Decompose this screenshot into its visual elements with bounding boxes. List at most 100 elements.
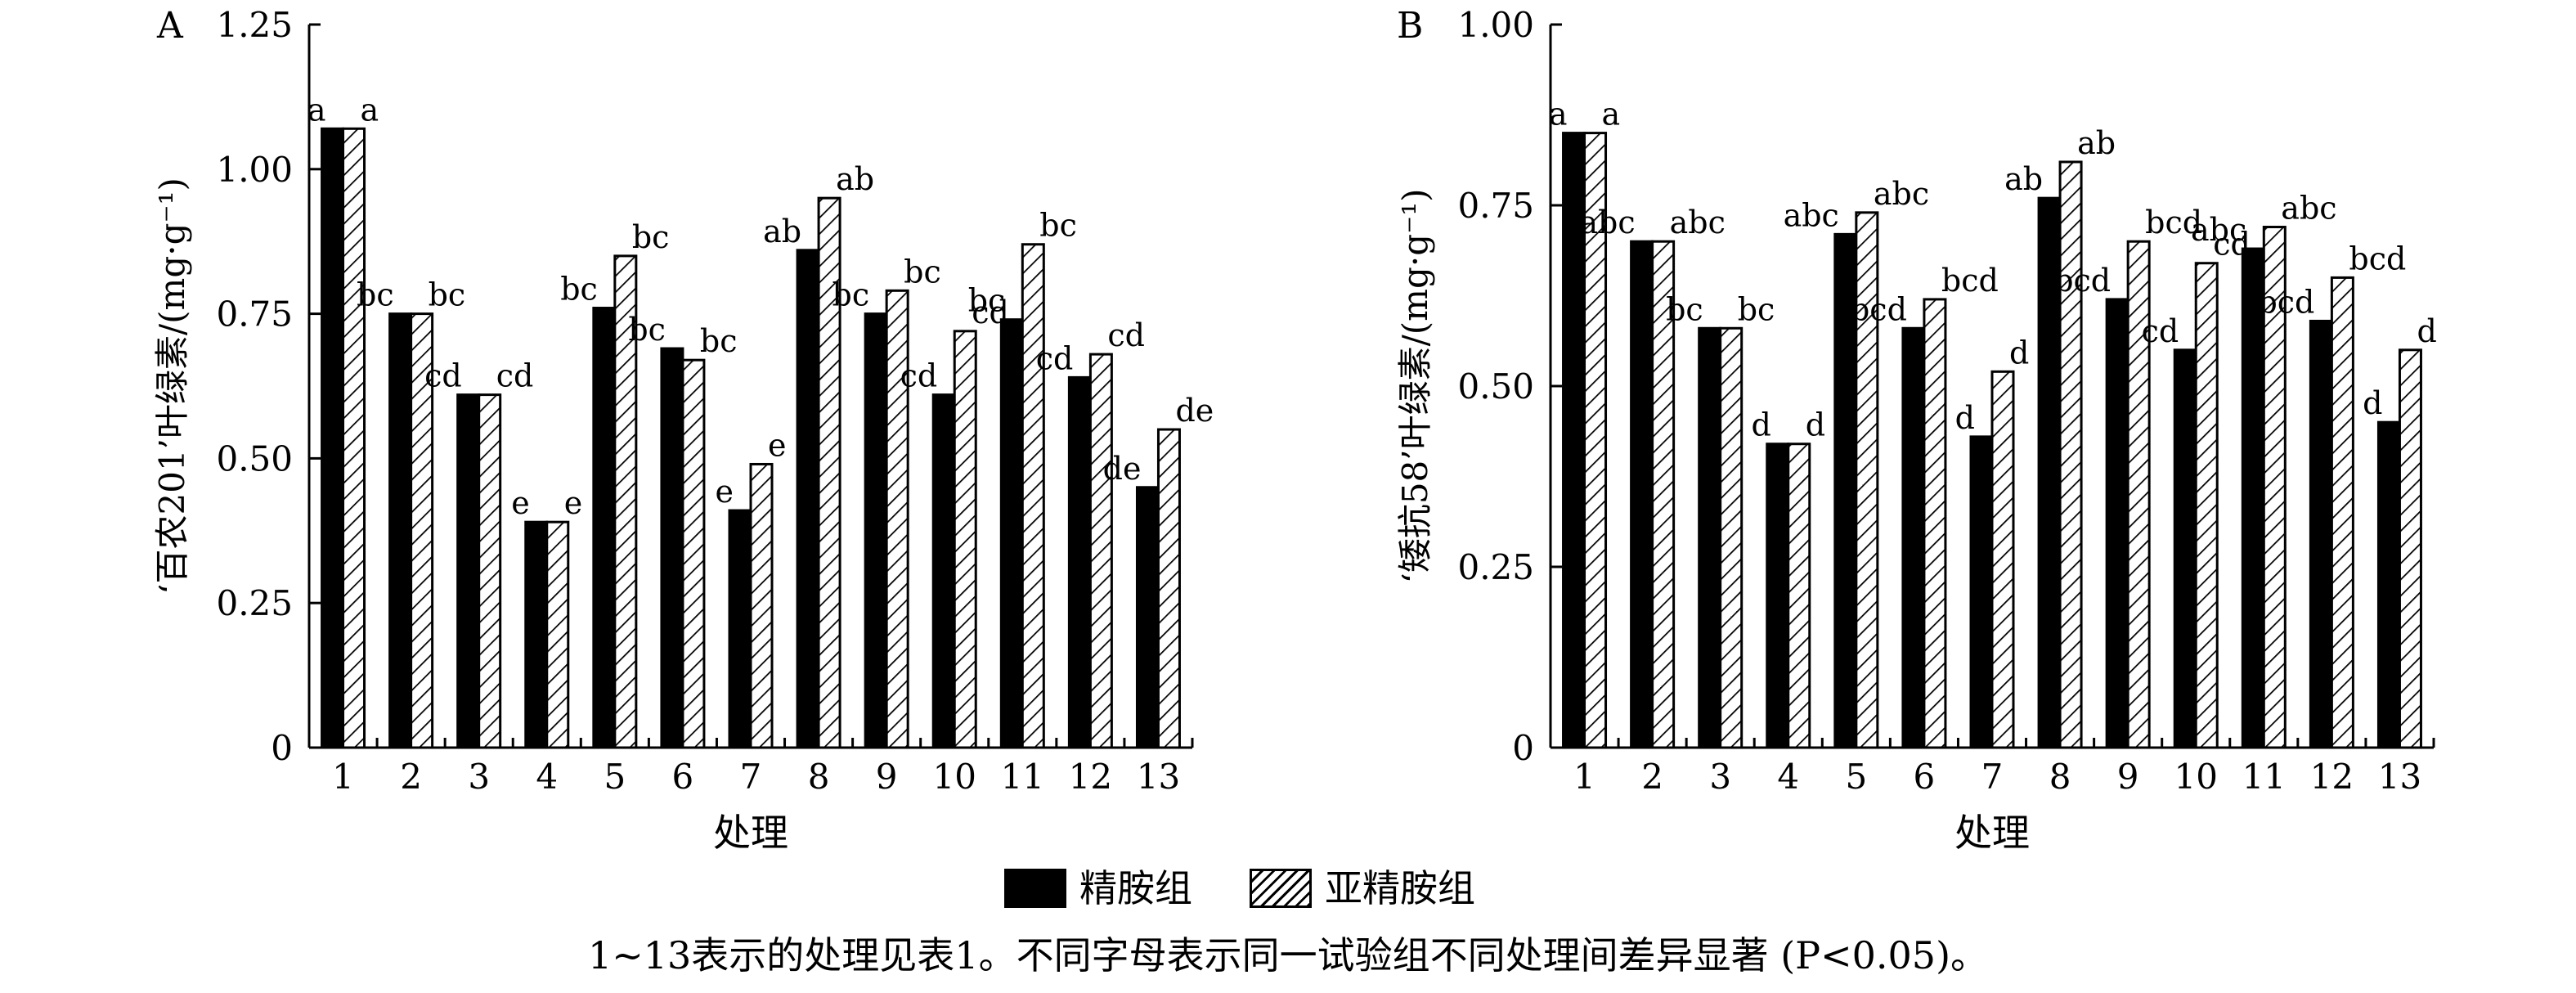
bar-label-spermine: cd bbox=[424, 358, 462, 394]
bar-spermidine bbox=[1583, 132, 1608, 749]
bar-spermine bbox=[660, 347, 684, 749]
x-tick-label: 10 bbox=[933, 757, 976, 797]
legend-swatch-hatched bbox=[1250, 869, 1312, 908]
x-tick-label: 9 bbox=[2117, 757, 2139, 797]
bar-label-spermidine: bc bbox=[429, 277, 466, 313]
x-tick-label: 4 bbox=[536, 757, 558, 797]
bar-label-spermine: a bbox=[1549, 97, 1568, 133]
bar-spermine bbox=[1901, 326, 1926, 749]
x-tick-label: 12 bbox=[1069, 757, 1112, 797]
bar-spermidine bbox=[681, 358, 706, 749]
bar-label-spermidine: ab bbox=[836, 161, 874, 197]
bar-spermidine bbox=[545, 520, 570, 749]
bar-label-spermidine: bcd bbox=[2145, 204, 2202, 240]
bar-label-spermidine: de bbox=[1175, 393, 1214, 429]
y-axis-title: ‘百农201’叶绿素/(mg·g⁻¹) bbox=[152, 177, 192, 595]
bar-label-spermine: bc bbox=[832, 277, 870, 313]
bar-spermine bbox=[1766, 443, 1790, 749]
bar-label-spermidine: a bbox=[1602, 97, 1621, 133]
x-tick-label: 11 bbox=[2242, 757, 2286, 797]
bar-spermidine bbox=[2126, 240, 2151, 749]
bar-spermidine bbox=[478, 393, 502, 749]
bar-label-spermidine: cd bbox=[496, 358, 534, 394]
legend-swatch-solid bbox=[1004, 869, 1066, 908]
bar-label-spermidine: d bbox=[2009, 335, 2029, 371]
bar-label-spermidine: abc bbox=[1670, 204, 1726, 240]
bar-label-spermidine: e bbox=[768, 427, 787, 463]
bar-spermine bbox=[2105, 298, 2129, 749]
bar-spermidine bbox=[342, 127, 366, 749]
legend-label-spermine: 精胺组 bbox=[1079, 866, 1192, 910]
bar-label-spermine: bc bbox=[968, 283, 1006, 319]
bar-label-spermine: de bbox=[1103, 451, 1142, 487]
x-tick-label: 6 bbox=[672, 757, 694, 797]
bar-label-spermine: bc bbox=[628, 312, 666, 348]
bar-label-spermidine: a bbox=[361, 92, 379, 128]
x-tick-label: 2 bbox=[1641, 757, 1663, 797]
bar-spermine bbox=[524, 520, 549, 749]
x-tick-label: 3 bbox=[468, 757, 490, 797]
legend: 精胺组 亚精胺组 bbox=[1004, 860, 1533, 916]
bar-spermine bbox=[2037, 196, 2062, 749]
x-tick-label: 3 bbox=[1709, 757, 1731, 797]
bar-spermidine bbox=[613, 254, 638, 749]
bar-label-spermine: cd bbox=[900, 358, 938, 394]
bar-spermine bbox=[728, 509, 752, 749]
bar-spermine bbox=[796, 249, 820, 749]
bar-spermine bbox=[456, 393, 481, 749]
x-tick-label: 4 bbox=[1777, 757, 1799, 797]
bar-spermidine bbox=[2262, 226, 2287, 749]
bar-label-spermidine: abc bbox=[2281, 191, 2336, 227]
bar-label-spermidine: e bbox=[564, 485, 583, 521]
bar-spermidine bbox=[749, 462, 774, 749]
bar-label-spermine: bcd bbox=[2053, 263, 2111, 299]
bar-spermidine bbox=[1923, 298, 1947, 749]
bar-spermidine bbox=[2194, 262, 2219, 749]
bar-label-spermidine: bc bbox=[700, 323, 738, 359]
bar-spermine bbox=[2173, 348, 2197, 749]
bar-spermine bbox=[1067, 375, 1092, 749]
bar-label-spermine: bcd bbox=[2257, 284, 2314, 320]
bar-spermidine bbox=[1088, 353, 1113, 749]
bar-label-spermine: abc bbox=[2191, 212, 2246, 248]
bar-label-spermine: cd bbox=[2142, 313, 2179, 349]
x-axis-title: 处理 bbox=[1954, 811, 2030, 855]
y-tick-label: 1.00 bbox=[1457, 5, 1534, 45]
bar-label-spermidine: bc bbox=[904, 254, 941, 290]
bar-spermidine bbox=[2330, 276, 2354, 749]
bar-label-spermidine: bcd bbox=[2349, 240, 2406, 276]
bar-label-spermidine: cd bbox=[1107, 317, 1145, 353]
bar-spermidine bbox=[1787, 443, 1811, 749]
x-tick-label: 9 bbox=[876, 757, 898, 797]
bar-spermine bbox=[2309, 319, 2333, 749]
x-tick-label: 6 bbox=[1914, 757, 1936, 797]
y-tick-label: 0.75 bbox=[1457, 186, 1534, 226]
bar-spermine bbox=[2241, 247, 2265, 749]
bar-label-spermine: d bbox=[2363, 385, 2382, 421]
x-tick-label: 11 bbox=[1001, 757, 1044, 797]
bar-label-spermidine: bc bbox=[1738, 291, 1775, 327]
bar-label-spermidine: ab bbox=[2077, 125, 2116, 161]
bar-spermidine bbox=[1021, 243, 1045, 749]
bar-spermine bbox=[931, 393, 956, 749]
bar-spermine bbox=[1630, 240, 1654, 749]
bar-spermidine bbox=[817, 196, 841, 749]
bar-label-spermine: e bbox=[511, 485, 530, 521]
panel-letter: B bbox=[1397, 5, 1423, 47]
x-tick-label: 8 bbox=[808, 757, 830, 797]
bar-spermidine bbox=[1719, 326, 1744, 749]
x-tick-label: 1 bbox=[1573, 757, 1595, 797]
bar-label-spermine: e bbox=[716, 474, 734, 510]
x-tick-label: 8 bbox=[2049, 757, 2071, 797]
legend-item-spermidine: 亚精胺组 bbox=[1250, 869, 1475, 908]
x-tick-label: 7 bbox=[740, 757, 762, 797]
bar-spermidine bbox=[953, 330, 977, 749]
bar-label-spermine: abc bbox=[1579, 204, 1635, 240]
bar-spermidine bbox=[410, 312, 434, 749]
x-tick-label: 2 bbox=[400, 757, 422, 797]
bar-label-spermine: d bbox=[1955, 400, 1975, 436]
bar-spermine bbox=[2376, 420, 2401, 749]
bar-label-spermine: ab bbox=[2004, 161, 2043, 197]
bar-spermidine bbox=[885, 289, 909, 749]
